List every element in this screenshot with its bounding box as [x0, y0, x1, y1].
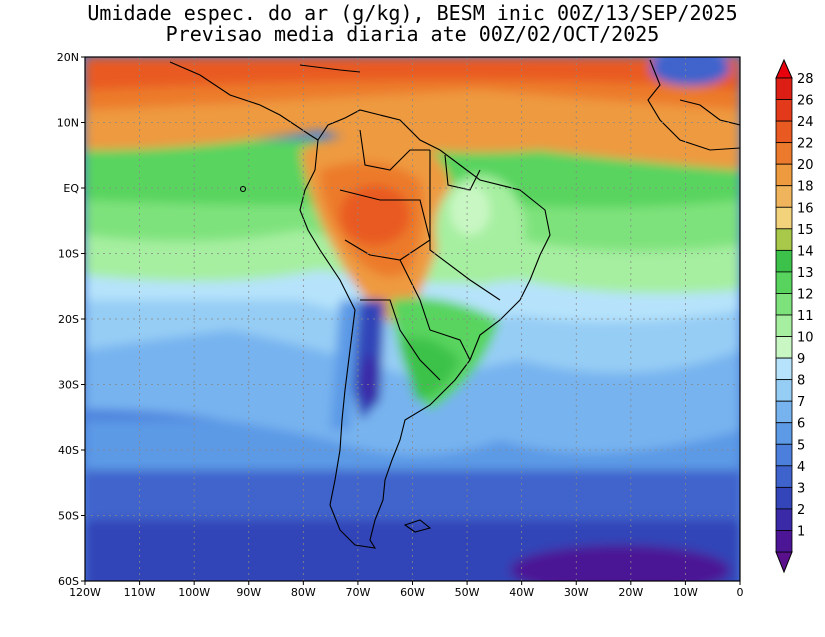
colorbar-over-arrow: [775, 58, 793, 79]
colorbar-label: 4: [797, 460, 805, 475]
lat-tick-label: 10N: [57, 117, 79, 130]
colorbar-swatch: [775, 120, 793, 144]
lon-tick-label: 40W: [509, 586, 534, 599]
caribbean-islands: [299, 64, 361, 73]
colorbar-swatch: [775, 530, 793, 553]
colorbar-label: 28: [797, 72, 814, 87]
colorbar-swatch: [775, 508, 793, 531]
map-title-line-2: Previsao media diaria ate 00Z/02/OCT/202…: [165, 22, 660, 46]
colorbar-label: 11: [797, 309, 814, 324]
colorbar-swatch: [775, 249, 793, 273]
colorbar-swatch: [775, 228, 793, 251]
colorbar-swatch: [775, 400, 793, 424]
colorbar-label: 1: [797, 524, 805, 539]
border-guianas: [444, 154, 481, 191]
colorbar-swatch: [775, 206, 793, 230]
lon-tick-label: 20W: [618, 586, 643, 599]
colorbar-swatch: [775, 185, 793, 208]
colorbar-swatch: [775, 163, 793, 187]
lon-tick-label: 70W: [345, 586, 370, 599]
lat-tick-label: 50S: [58, 510, 79, 523]
lat-tick-label: 40S: [58, 444, 79, 457]
colorbar-label: 24: [797, 115, 814, 130]
colorbar-label: 9: [797, 352, 805, 367]
colorbar-label: 26: [797, 94, 814, 109]
colorbar-swatch: [775, 336, 793, 359]
lat-tick-label: EQ: [63, 182, 79, 195]
colorbar-label: 2: [797, 503, 805, 518]
map-title-line-1: Umidade espec. do ar (g/kg), BESM inic 0…: [87, 1, 738, 25]
colorbar-label: 14: [797, 244, 814, 259]
lon-tick-label: 30W: [564, 586, 589, 599]
longitude-tick-labels: 120W 110W 100W 90W 80W 70W 60W 50W 40W 30W 20W 10W 0: [69, 581, 744, 599]
colorbar-swatch: [775, 142, 793, 165]
colorbar-label: 18: [797, 180, 814, 195]
border-colombia-venezuela: [359, 129, 430, 171]
latitude-tick-labels: 20N 10N EQ 10S 20S 30S 40S 50S 60S: [57, 51, 85, 588]
colorbar-label: 16: [797, 201, 814, 216]
colorbar-swatch: [775, 271, 793, 294]
colorbar-swatch: [775, 443, 793, 467]
continent-outlines: [169, 59, 740, 549]
lon-tick-label: 10W: [673, 586, 698, 599]
central-america-outline: [169, 61, 319, 141]
border-bolivia-paraguay: [399, 259, 471, 361]
colorbar-label: 8: [797, 374, 805, 389]
lat-tick-label: 30S: [58, 379, 79, 392]
colorbar-swatch: [775, 357, 793, 381]
colorbar-label: 22: [797, 137, 814, 152]
colorbar-label: 6: [797, 417, 805, 432]
colorbar-swatch: [775, 99, 793, 122]
lon-tick-label: 80W: [291, 586, 316, 599]
colorbar-swatch: [775, 422, 793, 445]
lat-lon-grid: [85, 57, 740, 581]
lon-tick-label: 60W: [400, 586, 425, 599]
colorbar-swatch: [775, 486, 793, 510]
south-america-outline: [299, 109, 551, 549]
west-africa-outline: [647, 59, 740, 151]
colorbar-swatch: [775, 379, 793, 402]
lat-tick-label: 60S: [58, 575, 79, 588]
colorbar-swatch: [775, 293, 793, 316]
colorbar-swatch: [775, 465, 793, 488]
lon-tick-label: 100W: [178, 586, 210, 599]
colorbar-label: 15: [797, 223, 814, 238]
colorbar: 28 26 24 22 20 18 16 15 14 13 12 11 10 9 8 7 6 5 4 3 2 1: [775, 58, 814, 574]
lat-tick-label: 20N: [57, 51, 79, 64]
lat-tick-label: 20S: [58, 313, 79, 326]
colorbar-swatch: [775, 314, 793, 337]
colorbar-under-arrow: [775, 551, 793, 574]
colorbar-label: 12: [797, 287, 814, 302]
border-argentina-north: [360, 299, 441, 381]
galapagos: [239, 185, 247, 193]
colorbar-label: 3: [797, 481, 805, 496]
lon-tick-label: 110W: [124, 586, 156, 599]
west-africa-borders: [679, 99, 740, 126]
colorbar-label: 20: [797, 158, 814, 173]
falkland-islands: [403, 519, 432, 533]
lon-tick-label: 0: [737, 586, 744, 599]
lon-tick-label: 120W: [69, 586, 101, 599]
colorbar-label: 5: [797, 438, 805, 453]
colorbar-swatch: [775, 77, 793, 100]
lon-tick-label: 90W: [236, 586, 261, 599]
lat-tick-label: 10S: [58, 248, 79, 261]
colorbar-label: 7: [797, 395, 805, 410]
colorbar-label: 13: [797, 266, 814, 281]
border-brazil-west: [429, 150, 501, 301]
lon-tick-label: 50W: [455, 586, 480, 599]
colorbar-label: 10: [797, 331, 814, 346]
